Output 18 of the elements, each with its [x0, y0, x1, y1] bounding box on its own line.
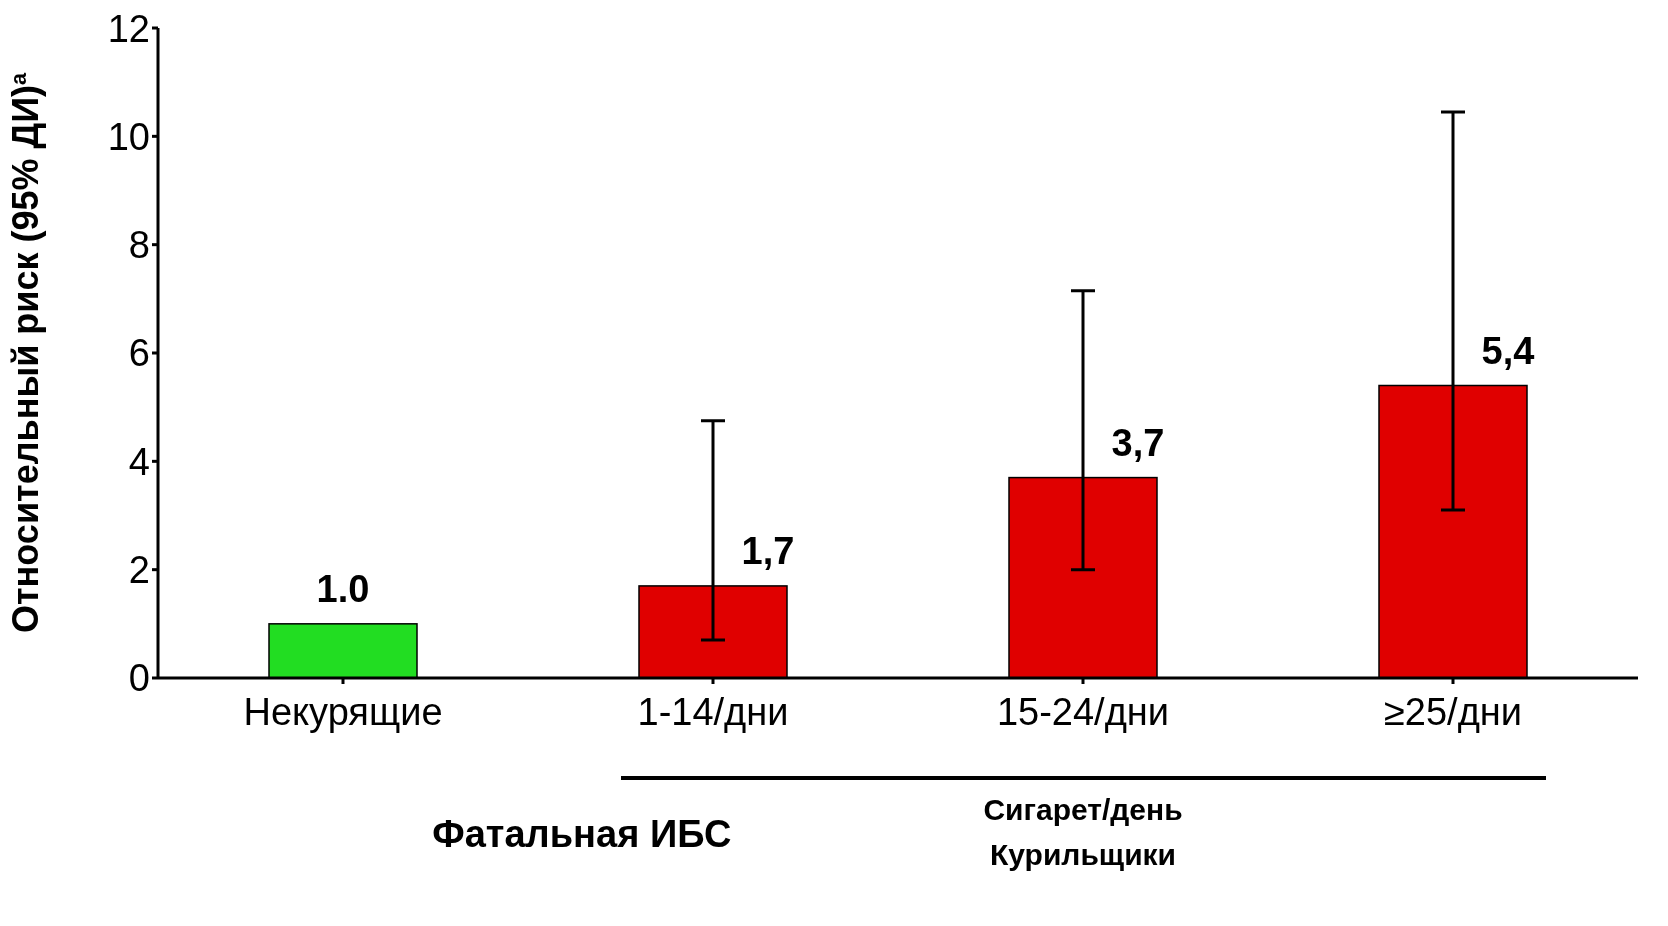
- y-tick-label: 4: [128, 440, 150, 483]
- y-tick-label: 0: [128, 657, 150, 700]
- data-label: 1,7: [741, 529, 795, 572]
- x-tick-label: 1-14/дни: [637, 690, 789, 733]
- text: Сигарет/день: [982, 793, 1184, 827]
- data-label: 1.0: [316, 567, 370, 610]
- y-tick-label: 6: [128, 332, 150, 375]
- text: Фатальная ИБС: [431, 813, 732, 856]
- text: Курильщики: [988, 838, 1178, 872]
- x-tick-label: Некурящие: [243, 690, 443, 733]
- data-label: 3,7: [1111, 421, 1165, 464]
- x-tick-label: ≥25/дни: [1383, 690, 1523, 733]
- y-tick-label: 12: [107, 7, 150, 50]
- y-tick-label: 10: [107, 115, 150, 158]
- y-tick-label: 8: [128, 224, 150, 267]
- x-tick-label: 15-24/дни: [996, 690, 1170, 733]
- data-label: 5,4: [1481, 329, 1535, 372]
- y-tick-label: 2: [128, 549, 150, 592]
